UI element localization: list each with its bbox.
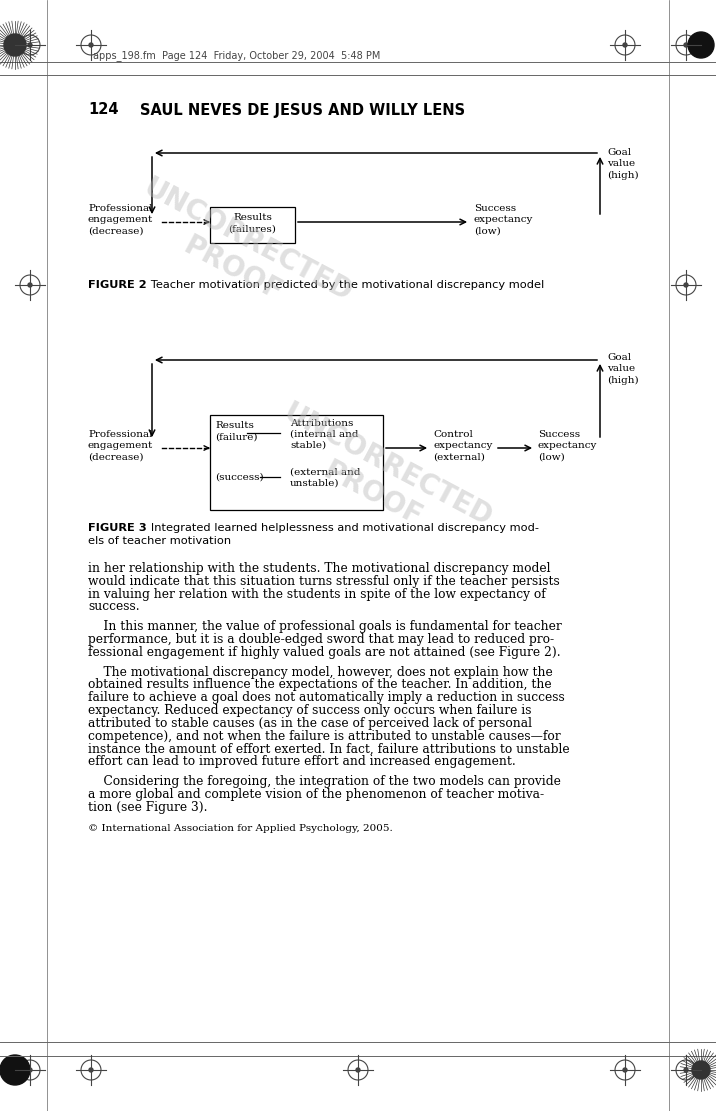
Circle shape: [684, 1068, 688, 1072]
FancyBboxPatch shape: [210, 207, 295, 243]
Circle shape: [692, 1061, 710, 1079]
Text: stable): stable): [290, 440, 326, 450]
Text: Control
expectancy
(external): Control expectancy (external): [433, 430, 493, 462]
Text: els of teacher motivation: els of teacher motivation: [88, 536, 231, 546]
Text: Attributions: Attributions: [290, 419, 354, 428]
Circle shape: [623, 43, 627, 47]
Text: (external and: (external and: [290, 468, 360, 477]
Circle shape: [28, 1068, 32, 1072]
Text: Results: Results: [215, 420, 254, 430]
Text: Professional
engagement
(decrease): Professional engagement (decrease): [88, 204, 153, 236]
Text: Success
expectancy
(low): Success expectancy (low): [538, 430, 597, 462]
Text: in valuing her relation with the students in spite of the low expectancy of: in valuing her relation with the student…: [88, 588, 546, 601]
Text: Goal
value
(high): Goal value (high): [607, 353, 639, 386]
Text: competence), and not when the failure is attributed to unstable causes—for: competence), and not when the failure is…: [88, 730, 561, 742]
Text: © International Association for Applied Psychology, 2005.: © International Association for Applied …: [88, 823, 393, 832]
Text: Teacher motivation predicted by the motivational discrepancy model: Teacher motivation predicted by the moti…: [140, 280, 544, 290]
Text: FIGURE 3: FIGURE 3: [88, 523, 147, 533]
Circle shape: [623, 1068, 627, 1072]
Circle shape: [0, 1055, 30, 1085]
Text: Goal
value
(high): Goal value (high): [607, 148, 639, 180]
Text: Results
(failures): Results (failures): [228, 212, 276, 233]
Text: SAUL NEVES DE JESUS AND WILLY LENS: SAUL NEVES DE JESUS AND WILLY LENS: [140, 102, 465, 118]
Text: FIGURE 2: FIGURE 2: [88, 280, 147, 290]
Text: Integrated learned helplessness and motivational discrepancy mod-: Integrated learned helplessness and moti…: [140, 523, 539, 533]
Circle shape: [684, 283, 688, 287]
Text: would indicate that this situation turns stressful only if the teacher persists: would indicate that this situation turns…: [88, 574, 560, 588]
Text: In this manner, the value of professional goals is fundamental for teacher: In this manner, the value of professiona…: [88, 620, 562, 633]
Text: performance, but it is a double-edged sword that may lead to reduced pro-: performance, but it is a double-edged sw…: [88, 633, 554, 645]
Text: fessional engagement if highly valued goals are not attained (see Figure 2).: fessional engagement if highly valued go…: [88, 645, 561, 659]
Text: UNCORRECTED
PROOF: UNCORRECTED PROOF: [263, 399, 497, 561]
Circle shape: [89, 1068, 93, 1072]
Circle shape: [28, 283, 32, 287]
FancyBboxPatch shape: [210, 416, 383, 510]
Text: in her relationship with the students. The motivational discrepancy model: in her relationship with the students. T…: [88, 562, 551, 575]
Text: expectancy. Reduced expectancy of success only occurs when failure is: expectancy. Reduced expectancy of succes…: [88, 704, 531, 717]
Text: obtained results influence the expectations of the teacher. In addition, the: obtained results influence the expectati…: [88, 679, 551, 691]
Text: attributed to stable causes (as in the case of perceived lack of personal: attributed to stable causes (as in the c…: [88, 717, 532, 730]
Text: unstable): unstable): [290, 479, 339, 488]
Text: success.: success.: [88, 600, 140, 613]
Text: tion (see Figure 3).: tion (see Figure 3).: [88, 801, 208, 813]
Text: apps_198.fm  Page 124  Friday, October 29, 2004  5:48 PM: apps_198.fm Page 124 Friday, October 29,…: [93, 50, 380, 61]
Text: Professional
engagement
(decrease): Professional engagement (decrease): [88, 430, 153, 462]
Text: The motivational discrepancy model, however, does not explain how the: The motivational discrepancy model, howe…: [88, 665, 553, 679]
Text: a more global and complete vision of the phenomenon of teacher motiva-: a more global and complete vision of the…: [88, 788, 544, 801]
Text: (internal and: (internal and: [290, 430, 359, 439]
Text: 124: 124: [88, 102, 119, 118]
Text: Success
expectancy
(low): Success expectancy (low): [474, 204, 533, 236]
Text: UNCORRECTED
PROOF: UNCORRECTED PROOF: [123, 173, 357, 337]
Text: instance the amount of effort exerted. In fact, failure attributions to unstable: instance the amount of effort exerted. I…: [88, 742, 570, 755]
Circle shape: [28, 43, 32, 47]
Circle shape: [684, 43, 688, 47]
Circle shape: [89, 43, 93, 47]
Text: Considering the foregoing, the integration of the two models can provide: Considering the foregoing, the integrati…: [88, 775, 561, 788]
Circle shape: [356, 1068, 360, 1072]
Circle shape: [688, 32, 714, 58]
Text: (failure): (failure): [215, 432, 258, 441]
Text: failure to achieve a goal does not automatically imply a reduction in success: failure to achieve a goal does not autom…: [88, 691, 565, 704]
Circle shape: [4, 34, 26, 56]
Text: effort can lead to improved future effort and increased engagement.: effort can lead to improved future effor…: [88, 755, 516, 769]
Text: (success): (success): [215, 472, 263, 481]
